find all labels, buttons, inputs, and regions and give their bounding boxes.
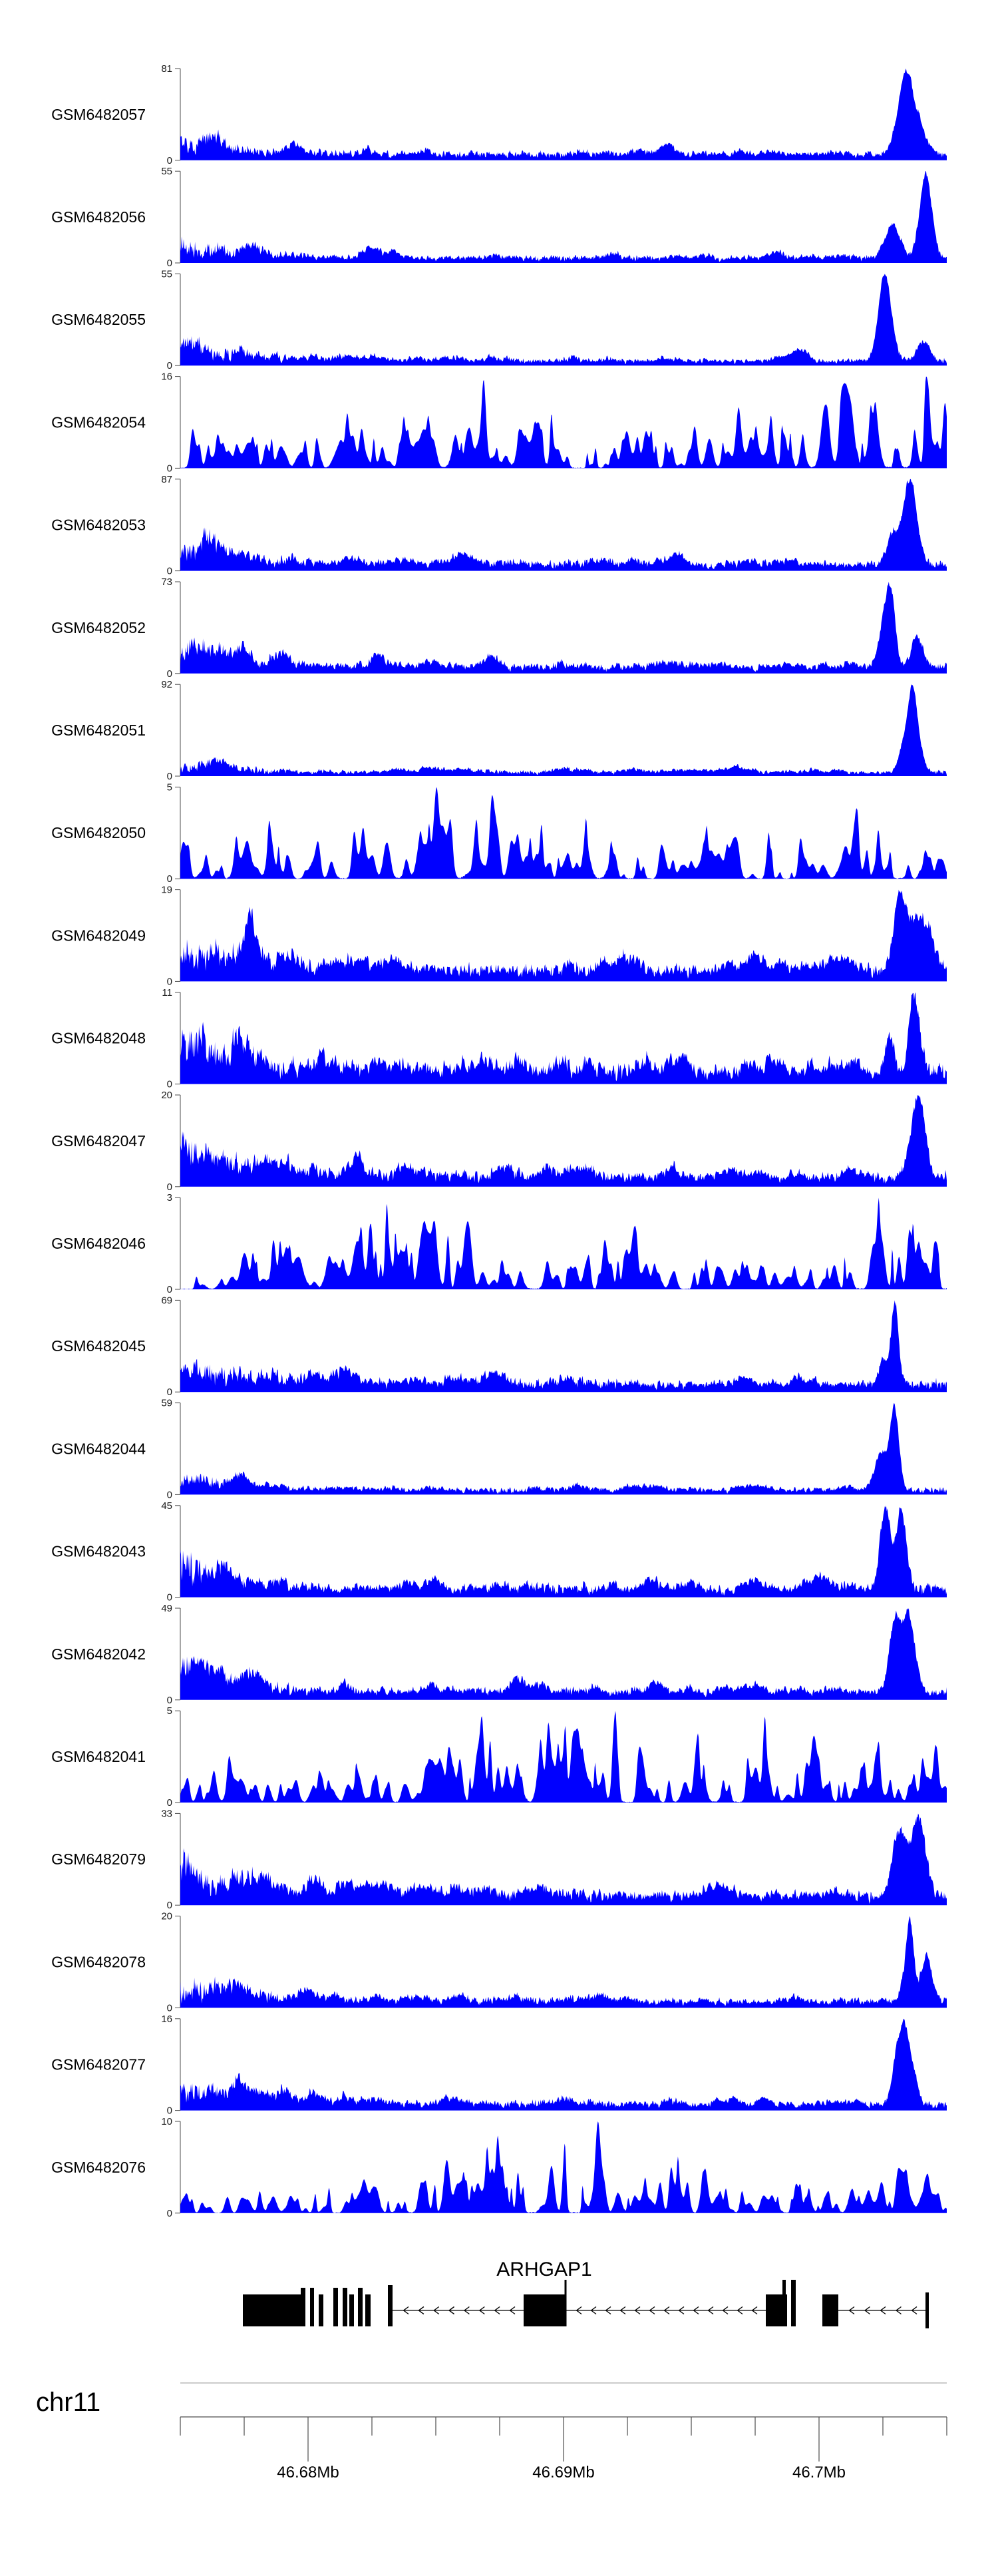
svg-text:49: 49 [161, 1603, 172, 1614]
svg-text:20: 20 [161, 1911, 172, 1922]
svg-text:GSM6482076: GSM6482076 [51, 2159, 146, 2176]
svg-text:3: 3 [167, 1192, 172, 1203]
svg-text:0: 0 [167, 668, 172, 680]
svg-text:46.68Mb: 46.68Mb [277, 2464, 339, 2481]
svg-text:0: 0 [167, 771, 172, 782]
svg-text:GSM6482047: GSM6482047 [51, 1132, 146, 1150]
svg-text:GSM6482051: GSM6482051 [51, 722, 146, 739]
svg-text:0: 0 [167, 155, 172, 166]
svg-text:0: 0 [167, 1797, 172, 1809]
svg-text:92: 92 [161, 679, 172, 690]
svg-text:GSM6482055: GSM6482055 [51, 311, 146, 328]
svg-text:0: 0 [167, 2002, 172, 2014]
svg-text:0: 0 [167, 1284, 172, 1295]
svg-text:69: 69 [161, 1295, 172, 1306]
svg-text:GSM6482048: GSM6482048 [51, 1030, 146, 1047]
svg-text:5: 5 [167, 1705, 172, 1717]
svg-text:0: 0 [167, 463, 172, 474]
svg-text:0: 0 [167, 1181, 172, 1193]
svg-text:GSM6482050: GSM6482050 [51, 824, 146, 841]
svg-text:GSM6482053: GSM6482053 [51, 517, 146, 534]
svg-text:0: 0 [167, 1592, 172, 1604]
svg-text:0: 0 [167, 976, 172, 987]
svg-text:0: 0 [167, 2208, 172, 2219]
svg-text:GSM6482056: GSM6482056 [51, 208, 146, 226]
svg-text:ARHGAP1: ARHGAP1 [496, 2258, 591, 2280]
svg-text:0: 0 [167, 873, 172, 885]
svg-text:16: 16 [161, 371, 172, 383]
svg-text:GSM6482052: GSM6482052 [51, 619, 146, 636]
svg-text:33: 33 [161, 1808, 172, 1819]
svg-text:0: 0 [167, 2105, 172, 2117]
svg-text:0: 0 [167, 1489, 172, 1500]
svg-text:GSM6482049: GSM6482049 [51, 927, 146, 944]
svg-text:55: 55 [161, 166, 172, 177]
svg-text:chr11: chr11 [36, 2388, 100, 2417]
svg-text:73: 73 [161, 576, 172, 588]
svg-text:GSM6482044: GSM6482044 [51, 1440, 146, 1457]
svg-text:19: 19 [161, 885, 172, 896]
svg-text:87: 87 [161, 474, 172, 485]
svg-text:11: 11 [162, 987, 172, 998]
svg-text:0: 0 [167, 258, 172, 269]
svg-text:5: 5 [167, 781, 172, 793]
svg-text:GSM6482045: GSM6482045 [51, 1337, 146, 1355]
svg-text:46.69Mb: 46.69Mb [532, 2464, 594, 2481]
svg-text:0: 0 [167, 566, 172, 577]
svg-text:GSM6482078: GSM6482078 [51, 1953, 146, 1970]
svg-text:GSM6482042: GSM6482042 [51, 1645, 146, 1663]
svg-text:0: 0 [167, 360, 172, 371]
svg-text:16: 16 [161, 2014, 172, 2025]
svg-text:10: 10 [161, 2116, 172, 2127]
svg-text:GSM6482041: GSM6482041 [51, 1748, 146, 1765]
svg-text:GSM6482079: GSM6482079 [51, 1850, 146, 1868]
svg-text:81: 81 [161, 63, 172, 75]
svg-text:45: 45 [161, 1500, 172, 1512]
svg-text:46.7Mb: 46.7Mb [792, 2464, 846, 2481]
svg-text:0: 0 [167, 1695, 172, 1706]
svg-text:GSM6482046: GSM6482046 [51, 1235, 146, 1252]
svg-text:GSM6482054: GSM6482054 [51, 413, 146, 431]
svg-text:0: 0 [167, 1387, 172, 1398]
svg-text:59: 59 [161, 1398, 172, 1409]
svg-text:GSM6482057: GSM6482057 [51, 106, 146, 123]
svg-text:0: 0 [167, 1079, 172, 1090]
svg-text:GSM6482043: GSM6482043 [51, 1543, 146, 1560]
svg-text:20: 20 [161, 1090, 172, 1101]
svg-text:55: 55 [161, 268, 172, 280]
svg-text:0: 0 [167, 1900, 172, 1911]
svg-text:GSM6482077: GSM6482077 [51, 2056, 146, 2073]
